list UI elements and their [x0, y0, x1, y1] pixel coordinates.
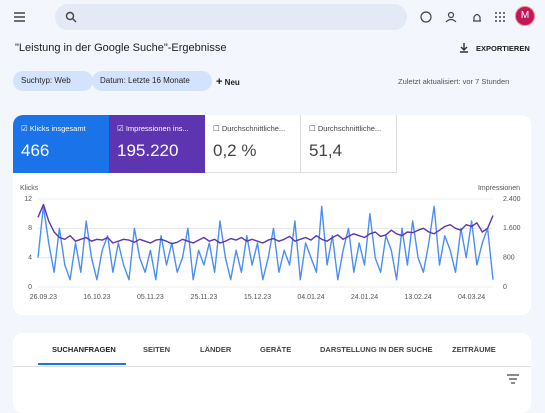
y2-tick-label: 1.600 — [503, 225, 521, 232]
card-label: ☐ Durchschnittliche... — [213, 124, 286, 133]
tab[interactable]: SUCHANFRAGEN — [52, 345, 116, 354]
active-tab-indicator — [38, 363, 126, 365]
menu-icon[interactable] — [13, 10, 27, 24]
series-line — [37, 203, 494, 245]
new-label: Neu — [224, 78, 240, 87]
x-tick-label: 25.11.23 — [191, 294, 218, 301]
toolbar-icons[interactable] — [420, 10, 530, 26]
new-filter[interactable]: + Neu — [216, 76, 240, 88]
export-button[interactable]: EXPORTIEREN — [476, 44, 530, 53]
x-tick-label: 16.10.23 — [83, 294, 110, 301]
y-axis-title: Klicks — [20, 185, 39, 192]
tab[interactable]: ZEITRÄUME — [452, 345, 496, 354]
card-label: ☑ Impressionen ins... — [117, 124, 189, 133]
metric-card[interactable]: ☑ Klicks insgesamt 466 — [13, 115, 109, 173]
card-label-text: Durchschnittliche... — [317, 124, 382, 133]
search-icon — [65, 11, 77, 23]
metric-card[interactable]: ☑ Impressionen ins... 195.220 — [109, 115, 205, 173]
filter-chip[interactable]: Suchtyp: Web — [13, 71, 93, 91]
y2-axis-title: Impressionen — [478, 185, 520, 192]
filter-icon[interactable] — [507, 374, 519, 384]
x-tick-label: 05.11.23 — [137, 294, 164, 301]
y2-tick-label: 800 — [503, 255, 515, 262]
y-tick-label: 4 — [28, 255, 32, 262]
y-tick-label: 12 — [24, 196, 32, 203]
tab[interactable]: SEITEN — [143, 345, 171, 354]
x-tick-label: 15.12.23 — [244, 294, 271, 301]
y2-tick-label: 2.400 — [503, 196, 521, 203]
chart: Klicks Impressionen 0 4 8 12 0 800 1.600 2.400 26.… — [20, 185, 521, 301]
top-bar: M — [0, 0, 545, 34]
x-tick-label: 04.01.24 — [297, 294, 324, 301]
card-label-text: Impressionen ins... — [125, 124, 189, 133]
card-label-text: Klicks insgesamt — [29, 124, 86, 133]
tab[interactable]: GERÄTE — [260, 345, 292, 354]
series-line — [37, 205, 494, 281]
tab[interactable]: DARSTELLUNG IN DER SUCHE — [320, 345, 433, 354]
tab[interactable]: LÄNDER — [200, 345, 232, 354]
divider — [13, 366, 531, 367]
card-value: 0,2 % — [213, 141, 257, 160]
card-label: ☑ Klicks insgesamt — [21, 124, 86, 133]
x-tick-label: 13.02.24 — [404, 294, 431, 301]
x-tick-label: 24.01.24 — [351, 294, 378, 301]
search-box[interactable] — [55, 4, 407, 30]
y-tick-label: 8 — [28, 225, 32, 232]
page-title: "Leistung in der Google Suche"-Ergebniss… — [15, 42, 227, 54]
x-tick-label: 26.09.23 — [30, 294, 57, 301]
y2-tick-label: 0 — [503, 284, 507, 291]
metric-card[interactable]: ☐ Durchschnittliche... 0,2 % — [205, 115, 301, 173]
filter-chip[interactable]: Datum: Letzte 16 Monate — [92, 71, 212, 91]
avatar[interactable]: M — [515, 6, 535, 26]
table-panel — [13, 333, 531, 413]
card-label-text: Durchschnittliche... — [221, 124, 286, 133]
card-value: 466 — [21, 141, 50, 160]
card-label: ☐ Durchschnittliche... — [309, 124, 382, 133]
y-tick-label: 0 — [28, 284, 32, 291]
metric-card[interactable]: ☐ Durchschnittliche... 51,4 — [301, 115, 397, 173]
x-tick-label: 04.03.24 — [458, 294, 485, 301]
card-value: 195.220 — [117, 141, 179, 160]
card-value: 51,4 — [309, 141, 343, 160]
last-updated: Zuletzt aktualisiert: vor 7 Stunden — [398, 77, 510, 86]
download-icon — [460, 43, 468, 53]
